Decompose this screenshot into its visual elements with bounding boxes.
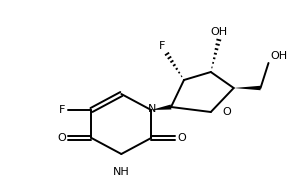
Text: O: O [57,133,66,143]
Text: OH: OH [270,51,288,61]
Text: N: N [148,104,156,114]
Text: F: F [59,105,66,115]
Text: F: F [159,41,165,51]
Polygon shape [151,105,171,110]
Text: NH: NH [113,167,130,177]
Text: OH: OH [210,27,227,37]
Polygon shape [234,86,260,90]
Text: O: O [177,133,186,143]
Text: O: O [222,107,231,117]
